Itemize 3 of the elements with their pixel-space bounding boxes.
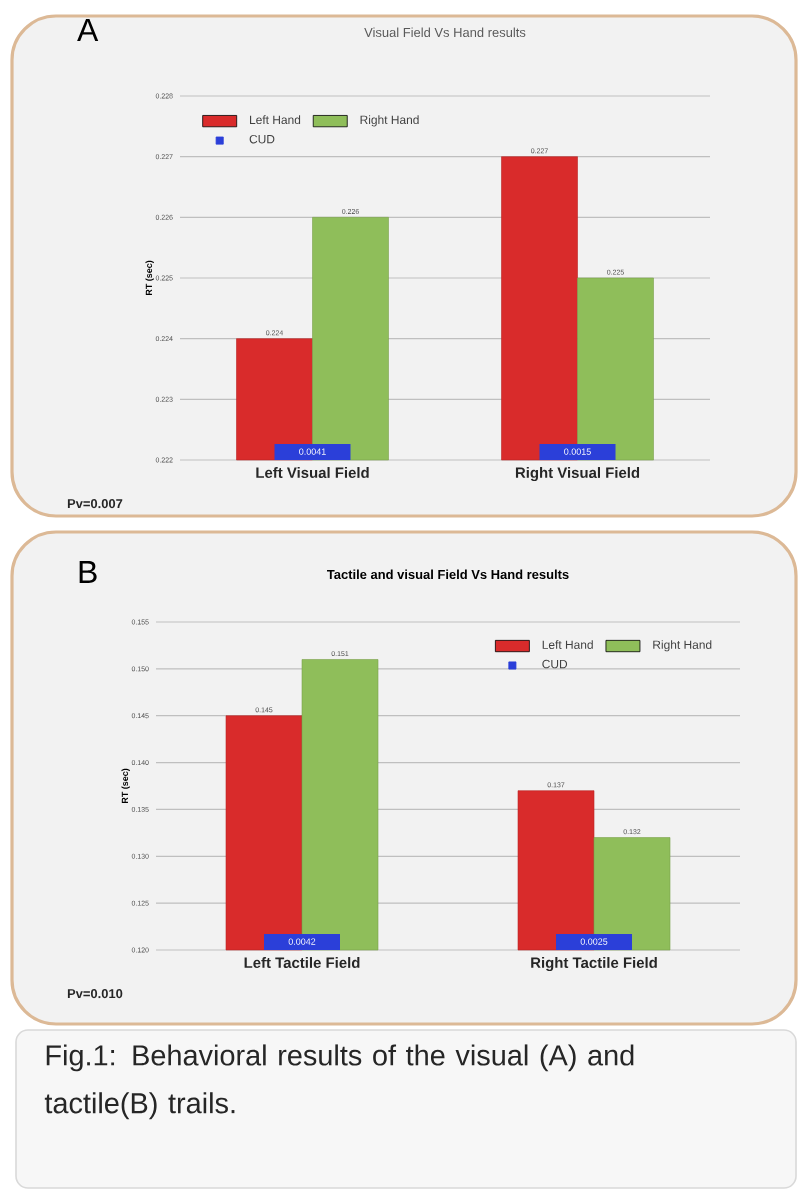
text: A (77, 19, 99, 41)
caption: Fig.1: Behavioral results of the visual (A) and tactile(B) trails. (44, 1044, 634, 1120)
text: B (79, 561, 97, 583)
